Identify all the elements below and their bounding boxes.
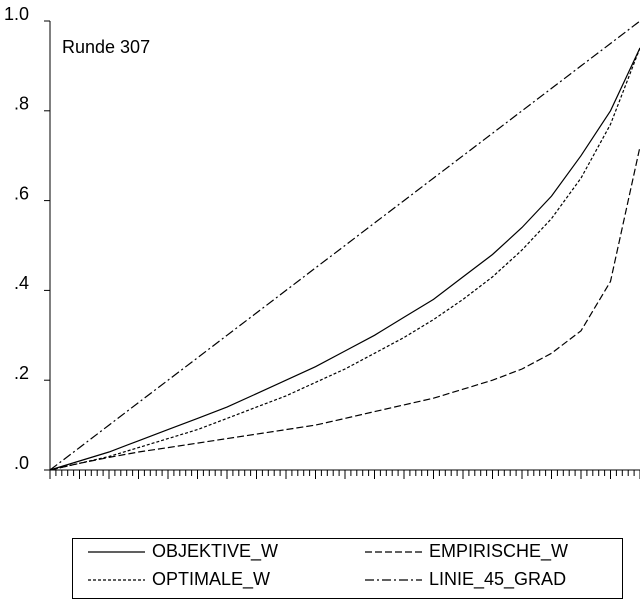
legend-label: LINIE_45_GRAD xyxy=(429,569,566,590)
y-tick-label: .2 xyxy=(14,363,29,383)
legend-label: EMPIRISCHE_W xyxy=(429,541,568,562)
legend-label: OBJEKTIVE_W xyxy=(152,541,278,562)
y-tick-label: .0 xyxy=(14,453,29,473)
y-tick-label: .8 xyxy=(14,94,29,114)
series-line xyxy=(49,47,640,471)
legend-label: OPTIMALE_W xyxy=(152,569,270,590)
series-line xyxy=(49,146,640,471)
y-tick-label: .4 xyxy=(14,273,29,293)
y-tick-label: 1.0 xyxy=(4,4,29,24)
y-tick-label: .6 xyxy=(14,183,29,203)
legend-box xyxy=(72,538,623,599)
annotation: Runde 307 xyxy=(62,37,150,57)
series-line xyxy=(49,47,640,471)
series-line xyxy=(49,20,640,471)
